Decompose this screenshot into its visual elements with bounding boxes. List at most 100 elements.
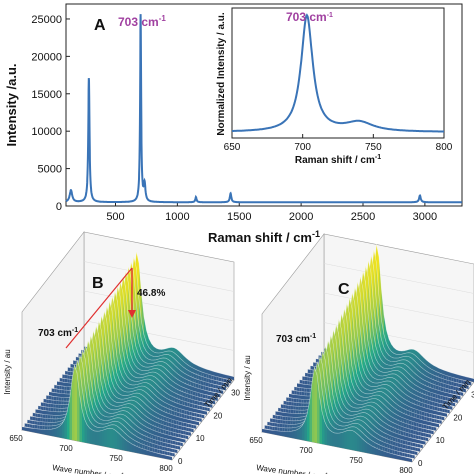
panel-b-surface-facet bbox=[154, 444, 158, 449]
panel-c-surface-facet bbox=[443, 387, 446, 393]
panel-b-surface-facet bbox=[40, 406, 44, 411]
panel-c-surface-facet bbox=[471, 378, 474, 382]
panel-c-surface-facet bbox=[413, 425, 417, 431]
panel-b-surface-facet bbox=[183, 434, 186, 439]
panel-c-surface-facet bbox=[450, 389, 454, 394]
panel-c-surface-facet bbox=[429, 421, 432, 426]
panel-b-surface-facet bbox=[210, 391, 213, 396]
panel-c-surface-facet bbox=[440, 399, 443, 404]
panel-b-surface-facet bbox=[203, 385, 206, 391]
panel-b-surface-facet bbox=[208, 382, 211, 388]
panel-c-surface-facet bbox=[453, 381, 457, 387]
panel-b-surface-facet bbox=[212, 396, 216, 401]
panel-c-surface-facet bbox=[423, 440, 426, 445]
panel-c-surface-facet bbox=[407, 441, 411, 446]
panel-b-trace-line bbox=[38, 335, 189, 437]
panel-b-surface-facet bbox=[220, 386, 224, 390]
panel-c-surface-facet bbox=[324, 421, 327, 445]
panel-b-surface-facet bbox=[27, 427, 30, 432]
panel-c-surface-facet bbox=[429, 400, 433, 406]
panel-b-surface-facet bbox=[185, 435, 189, 440]
panel-b-surface-facet bbox=[197, 405, 200, 410]
panel-b-surface-facet bbox=[40, 413, 43, 419]
panel-c-surface-facet bbox=[449, 405, 453, 410]
panel-a-inset: 650 700 750 800 703 cm-1 Raman shift / cm-1… bbox=[216, 7, 453, 166]
panel-c-surface-facet bbox=[409, 450, 413, 454]
panel-c-trace-line bbox=[267, 356, 418, 453]
panel-c-surface-facet bbox=[310, 365, 313, 370]
panel-b-surface-facet bbox=[170, 443, 173, 449]
panel-b-surface-facet bbox=[175, 445, 178, 450]
panel-c-surface-facet bbox=[429, 409, 432, 414]
panel-b-surface-facet bbox=[189, 419, 192, 424]
panel-c-surface-facet bbox=[452, 398, 456, 403]
panel-c-surface-facet bbox=[307, 376, 310, 382]
panel-c-x-axis-label: Wave number / cm-1 bbox=[256, 463, 329, 474]
panel-c-label: C bbox=[338, 281, 350, 298]
panel-b-surface-facet bbox=[209, 404, 213, 408]
panel-c-surface-facet bbox=[421, 423, 424, 429]
panel-b-surface-facet bbox=[132, 444, 135, 453]
panel-b-surface-facet bbox=[165, 430, 169, 436]
panel-b-surface-facet bbox=[173, 423, 177, 429]
panel-b-surface-facet bbox=[84, 419, 87, 443]
panel-b-x-ticks: 650 700 750 800 bbox=[9, 434, 173, 473]
panel-b-surface-facet bbox=[188, 431, 191, 436]
panel-c-surface-facet bbox=[431, 426, 434, 431]
panel-b-surface-facet bbox=[54, 427, 57, 437]
panel-b-surface-facet bbox=[40, 410, 43, 415]
panel-c-surface-facet bbox=[428, 429, 432, 434]
inset-spectrum-line bbox=[232, 13, 444, 133]
panel-c-surface-facet bbox=[434, 406, 438, 411]
panel-c-surface-facet bbox=[349, 430, 352, 450]
panel-b-surface-facet bbox=[184, 401, 188, 407]
panel-c-surface-facet bbox=[426, 429, 429, 434]
panel-b-surface-facet bbox=[199, 413, 202, 418]
panel-b-surface-facet bbox=[38, 405, 41, 410]
panel-c-surface-facet bbox=[302, 376, 305, 381]
panel-c-surface-facet bbox=[420, 444, 423, 449]
panel-b-surface-facet bbox=[64, 412, 67, 439]
panel-c-surface-facet bbox=[420, 436, 424, 441]
panel-c-surface-facet bbox=[420, 432, 424, 437]
panel-c-surface-facet bbox=[424, 403, 428, 409]
panel-c-surface-facet bbox=[304, 388, 307, 393]
panel-c-surface-facet bbox=[269, 422, 273, 426]
panel-b-surface-facet bbox=[59, 423, 62, 438]
panel-c-surface-facet bbox=[458, 387, 461, 392]
panel-b-surface-facet bbox=[221, 373, 224, 378]
panel-c-surface bbox=[261, 244, 474, 462]
panel-c-surface-facet bbox=[463, 380, 467, 385]
panel-c-surface-facet bbox=[439, 411, 442, 416]
panel-b-surface-facet bbox=[175, 428, 179, 434]
panel-b-trace-line bbox=[40, 330, 191, 433]
panel-c-surface-facet bbox=[292, 430, 295, 439]
panel-c-surface-facet bbox=[410, 445, 413, 451]
panel-c-surface-facet bbox=[277, 427, 280, 432]
panel-c-surface-facet bbox=[344, 430, 347, 449]
panel-b-surface-facet bbox=[62, 419, 65, 439]
panel-c-surface-facet bbox=[446, 379, 449, 385]
panel-c-surface-facet bbox=[415, 443, 418, 448]
panel-b-surface-facet bbox=[162, 454, 165, 459]
panel-c-surface-facet bbox=[445, 396, 448, 401]
panel-b-surface-facet bbox=[175, 437, 178, 442]
panel-b-surface-facet bbox=[167, 451, 170, 456]
panel-c-surface-facet bbox=[405, 432, 409, 438]
panel-a-y-tick-label: 25000 bbox=[31, 14, 62, 26]
panel-b-trace-line bbox=[35, 340, 186, 440]
panel-c-surface-facet bbox=[272, 414, 276, 419]
panel-c-surface-facet bbox=[463, 384, 467, 389]
panel-c-surface-facet bbox=[464, 376, 467, 381]
panel-c-surface-facet bbox=[415, 434, 419, 440]
panel-c-surface-facet bbox=[418, 431, 421, 436]
panel-c-surface-facet bbox=[294, 394, 297, 399]
panel-c-surface-facet bbox=[458, 379, 462, 384]
panel-c-surface-facet bbox=[429, 413, 432, 418]
panel-b-surface-facet bbox=[184, 418, 187, 423]
panel-b-surface-facet bbox=[200, 389, 203, 394]
panel-b-surface-facet bbox=[170, 435, 173, 441]
panel-b-surface-facet bbox=[181, 409, 185, 415]
panel-c-surface-facet bbox=[288, 401, 292, 406]
panel-c-surface-facet bbox=[423, 424, 427, 429]
